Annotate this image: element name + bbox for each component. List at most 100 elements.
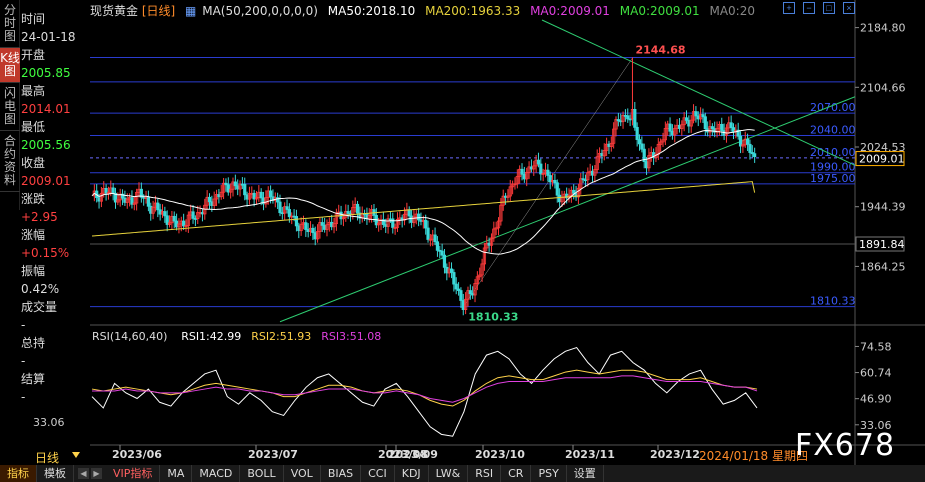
close-label: 收盘 <box>21 156 46 170</box>
arrow-right-icon[interactable]: ▶ <box>91 468 102 479</box>
candle-body <box>748 143 752 153</box>
level-label-2: 2070.00 <box>810 101 856 114</box>
candle-body <box>341 216 346 220</box>
maximize-icon[interactable]: □ <box>823 2 835 14</box>
tab-psy[interactable]: PSY <box>531 465 567 482</box>
candle-body <box>238 183 242 190</box>
candle-body <box>480 263 484 276</box>
candle-body <box>320 222 324 226</box>
tab-rsi[interactable]: RSI <box>468 465 502 482</box>
tab-boll[interactable]: BOLL <box>240 465 284 482</box>
plus-icon[interactable]: + <box>783 2 795 14</box>
tab-kline[interactable]: K线图 <box>0 48 20 83</box>
candle-body <box>219 191 223 198</box>
candle-body <box>673 127 677 136</box>
tab-bias[interactable]: BIAS <box>321 465 362 482</box>
candle-body <box>468 290 472 295</box>
open-interest-label: 总持 <box>21 336 46 350</box>
candle-body <box>586 172 590 181</box>
rsi-params: RSI(14,60,40) <box>92 330 167 343</box>
open-value: 2005.85 <box>21 66 71 80</box>
candle-body <box>456 288 461 291</box>
candle-body <box>736 129 740 137</box>
pct-value: +0.15% <box>21 246 70 260</box>
settlement-label: 结算 <box>21 372 46 386</box>
tab-timeshare[interactable]: 分时图 <box>0 0 20 48</box>
price-tick-label: 2184.80 <box>860 22 906 35</box>
tab-cr[interactable]: CR <box>501 465 532 482</box>
candle-body <box>325 224 329 230</box>
candle-body <box>182 220 186 227</box>
candle-body <box>464 298 468 310</box>
candle-body <box>741 144 745 147</box>
arrow-left-icon[interactable]: ◀ <box>78 468 89 479</box>
candle-body <box>609 142 613 147</box>
candle-body <box>135 192 139 204</box>
candle-body <box>395 218 400 228</box>
change-value: +2.95 <box>21 210 58 224</box>
tab-indicator[interactable]: 指标 <box>0 465 37 482</box>
candle-body <box>120 193 125 199</box>
candle-body <box>616 119 620 122</box>
ma-params[interactable]: MA(50,200,0,0,0,0) <box>202 4 318 18</box>
tab-cci[interactable]: CCI <box>361 465 395 482</box>
candle-body <box>663 128 667 141</box>
candle-body <box>684 117 689 121</box>
candle-body <box>186 214 190 226</box>
candle-body <box>252 192 256 200</box>
level-label-3: 2040.00 <box>810 123 856 136</box>
candle-body <box>449 268 454 273</box>
candle-body <box>605 143 609 151</box>
tab-lightning[interactable]: 闪电图 <box>0 83 20 131</box>
candle-body <box>113 192 118 203</box>
candle-body <box>541 173 545 175</box>
candle-body <box>106 192 111 195</box>
pct-label: 涨幅 <box>21 228 46 242</box>
settlement-value: - <box>21 390 26 404</box>
chevron-down-icon[interactable] <box>72 452 80 458</box>
rsi1-value: RSI1:42.99 <box>181 330 241 343</box>
candle-body <box>116 199 120 203</box>
tab-vip-indicator[interactable]: VIP指标 <box>106 465 161 482</box>
tab-macd[interactable]: MACD <box>192 465 241 482</box>
candle-body <box>680 124 684 129</box>
candle-body <box>417 213 421 221</box>
rsi-tick-label: 60.74 <box>860 367 892 380</box>
candle-body <box>412 216 416 223</box>
candle-body <box>513 183 517 186</box>
candle-body <box>475 276 479 284</box>
candle-body <box>285 206 289 210</box>
candle-body <box>130 197 134 205</box>
tab-vol[interactable]: VOL <box>284 465 321 482</box>
candle-body <box>701 114 705 118</box>
candle-body <box>233 181 237 187</box>
price-tick-label: 2104.66 <box>860 81 906 94</box>
candle-body <box>694 111 698 117</box>
candle-body <box>287 209 291 218</box>
tab-contract-info[interactable]: 合约资料 <box>0 131 20 192</box>
candle-body <box>482 247 487 265</box>
candle-body <box>428 238 432 241</box>
period-selector[interactable]: 日线 <box>35 451 60 465</box>
candle-body <box>381 219 385 225</box>
candle-body <box>311 227 315 234</box>
candle-body <box>276 197 280 203</box>
tab-lw[interactable]: LW& <box>429 465 469 482</box>
ma-settings-icon[interactable]: ▦ <box>185 4 197 18</box>
candle-body <box>294 216 299 227</box>
close-icon[interactable]: × <box>843 2 855 14</box>
candle-body <box>506 195 510 198</box>
tab-settings[interactable]: 设置 <box>567 465 604 482</box>
minus-icon[interactable]: − <box>803 2 815 14</box>
tab-ma[interactable]: MA <box>160 465 193 482</box>
candle-body <box>515 176 519 185</box>
candle-body <box>640 143 644 150</box>
month-label: 2023/07 <box>248 448 298 461</box>
candle-body <box>602 150 606 157</box>
candle-body <box>254 197 259 200</box>
tab-template[interactable]: 模板 <box>37 465 74 482</box>
tab-kdj[interactable]: KDJ <box>395 465 429 482</box>
candle-body <box>473 283 477 296</box>
cursor-price-label: 1891.84 <box>859 238 905 251</box>
